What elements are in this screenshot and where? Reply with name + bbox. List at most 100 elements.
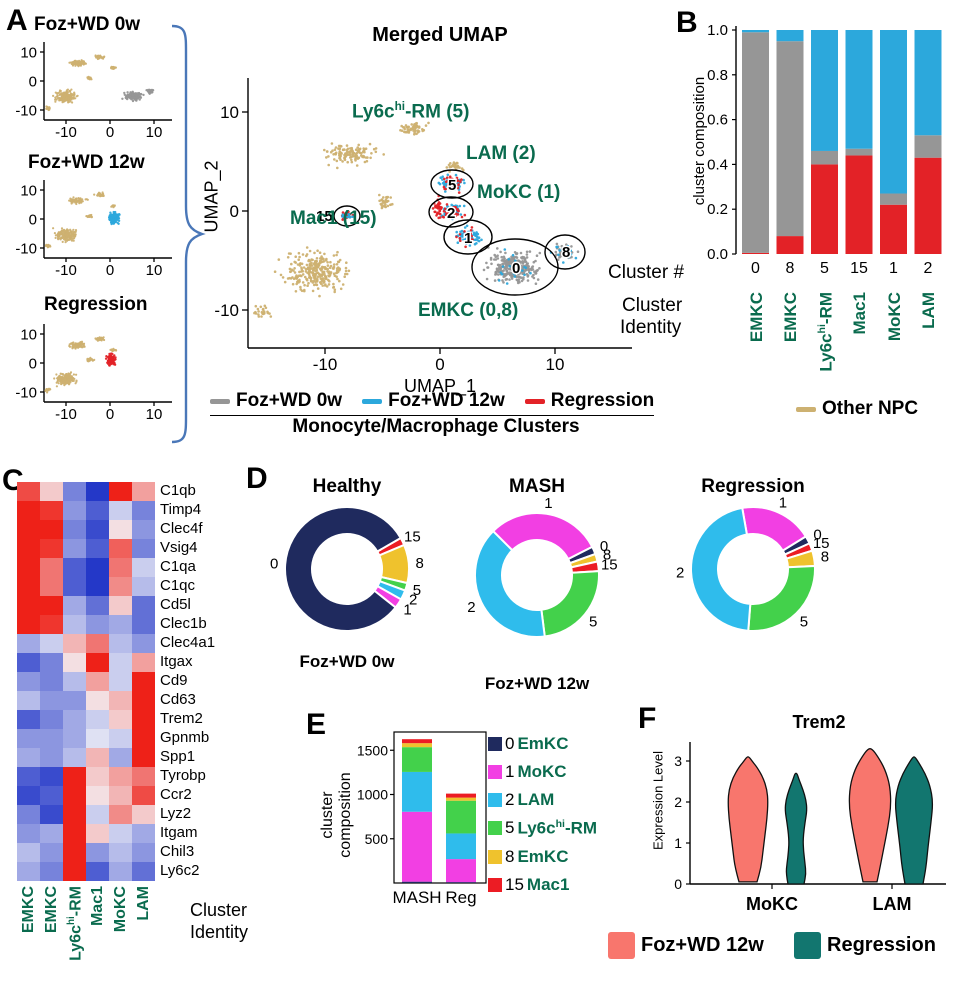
heatmap-cell <box>86 843 109 862</box>
panel-e-label: E <box>306 708 327 741</box>
donut-title-mash: MASH <box>509 476 565 497</box>
heatmap-cell <box>86 672 109 691</box>
donut-slice-2 <box>474 529 546 638</box>
svg-text:0: 0 <box>674 876 682 892</box>
heatmap-cell <box>40 558 63 577</box>
scatter-points <box>45 105 51 112</box>
gene-label-C1qb: C1qb <box>160 482 196 499</box>
violin-legend-swatch-12w <box>608 932 635 959</box>
e-legend-swatch-8 <box>488 849 502 864</box>
violin-plot: 0 1 2 3 <box>674 742 946 892</box>
merged-x-axis-label: UMAP_1 <box>403 376 477 396</box>
donut-slice-label: 0 <box>813 527 821 544</box>
violin-MoKC-Regression <box>784 772 808 885</box>
b-cluster-number-1: 1 <box>889 260 898 277</box>
scatter-points <box>68 59 87 68</box>
svg-text:0: 0 <box>106 406 114 423</box>
heatmap-cell <box>109 672 132 691</box>
f-xlabel-lam: LAM <box>872 894 912 914</box>
merged-y-axis-label: UMAP_2 <box>201 160 222 233</box>
heatmap-cell <box>40 786 63 805</box>
heatmap-cell <box>109 805 132 824</box>
heatmap-cell <box>132 577 155 596</box>
heatmap-cell <box>109 615 132 634</box>
heatmap-cell <box>40 805 63 824</box>
donut-slice-label: 2 <box>467 599 475 616</box>
gene-label-Cd5l: Cd5l <box>160 596 191 613</box>
svg-text:-10: -10 <box>214 301 239 320</box>
scatter-points <box>549 244 578 264</box>
merged-umap-plot: -10 0 10 10 0 -10 5 21 15 0 8 <box>214 78 632 374</box>
svg-text:0: 0 <box>29 355 37 372</box>
umap-legend-swatch-1 <box>362 398 383 404</box>
heatmap-cell <box>132 482 155 501</box>
e-legend-item-0: 0 EmKC <box>488 734 597 754</box>
heatmap-cell <box>109 843 132 862</box>
gene-label-Itgam: Itgam <box>160 824 198 841</box>
heatmap-cell <box>109 691 132 710</box>
cluster-number-label: 2 <box>447 205 455 222</box>
umap-plot-regression: -10 0 10 10 0 -10 <box>15 324 172 423</box>
heatmap-cell <box>109 786 132 805</box>
heatmap-cell <box>109 539 132 558</box>
bar-segment <box>742 30 769 33</box>
e-legend-item-15: 15 Mac1 <box>488 875 597 895</box>
gene-label-C1qa: C1qa <box>160 558 196 575</box>
e-legend-item-5: 5 Ly6chi-RM <box>488 818 597 839</box>
b-identity-line1: Cluster <box>622 295 683 316</box>
heatmap-cell <box>132 710 155 729</box>
svg-text:10: 10 <box>220 103 239 122</box>
heatmap-cell <box>17 786 40 805</box>
heatmap-cell <box>86 520 109 539</box>
gene-label-Gpnmb: Gpnmb <box>160 729 210 746</box>
svg-text:500: 500 <box>365 831 389 847</box>
heatmap-cell <box>63 482 86 501</box>
cluster-outline <box>443 219 493 255</box>
heatmap-cell <box>86 786 109 805</box>
cluster-composition-barchart: 0.0 0.2 0.4 0.6 0.8 1.0 cluster composition <box>691 22 942 263</box>
panel-a-label: A <box>6 4 28 37</box>
heatmap-cell <box>86 577 109 596</box>
heatmap-cell <box>40 691 63 710</box>
scatter-points <box>445 161 465 173</box>
donut-slice-label: 2 <box>409 592 417 609</box>
svg-text:2: 2 <box>674 794 682 810</box>
scatter-points <box>110 65 117 70</box>
scatter-points <box>378 193 394 210</box>
svg-text:0: 0 <box>435 355 444 374</box>
heatmap-cell <box>86 824 109 843</box>
scatter-points <box>44 387 52 394</box>
bar-segment <box>742 32 769 253</box>
heatmap-cell <box>132 748 155 767</box>
gene-label-Spp1: Spp1 <box>160 748 196 765</box>
heatmap-cell <box>40 482 63 501</box>
svg-text:-10: -10 <box>15 102 37 119</box>
donut-slice-label: 15 <box>404 529 421 546</box>
svg-text:10: 10 <box>20 326 37 343</box>
heatmap-cell <box>109 482 132 501</box>
svg-text:-10: -10 <box>15 384 37 401</box>
cluster-outline <box>333 205 361 227</box>
heatmap-cell <box>109 767 132 786</box>
count-composition-barchart: 500 1000 1500 <box>357 731 487 884</box>
donut-title-regression: Regression <box>701 476 805 497</box>
heatmap-cell <box>109 634 132 653</box>
cluster-number-label: 8 <box>562 244 570 261</box>
violin-legend-swatch-regression <box>794 932 821 959</box>
scatter-points <box>273 246 351 298</box>
heatmap-cell <box>17 558 40 577</box>
bar-segment <box>776 41 804 237</box>
heatmap-cell <box>109 577 132 596</box>
umap-plot-foz-12w: -10 0 10 10 0 -10 <box>15 180 172 279</box>
heatmap-cell <box>40 748 63 767</box>
donut-slice-label: 15 <box>601 557 618 574</box>
scatter-points <box>439 203 467 220</box>
donut-slice-label: 5 <box>800 613 808 630</box>
heatmap-cell <box>63 862 86 881</box>
svg-text:1000: 1000 <box>357 787 388 803</box>
b-cluster-number-8: 8 <box>785 260 795 277</box>
donut-sub-healthy: Foz+WD 0w <box>299 652 395 671</box>
c-column-label-4: MoKC <box>112 886 129 933</box>
heatmap-cell <box>86 615 109 634</box>
heatmap-cell <box>109 501 132 520</box>
